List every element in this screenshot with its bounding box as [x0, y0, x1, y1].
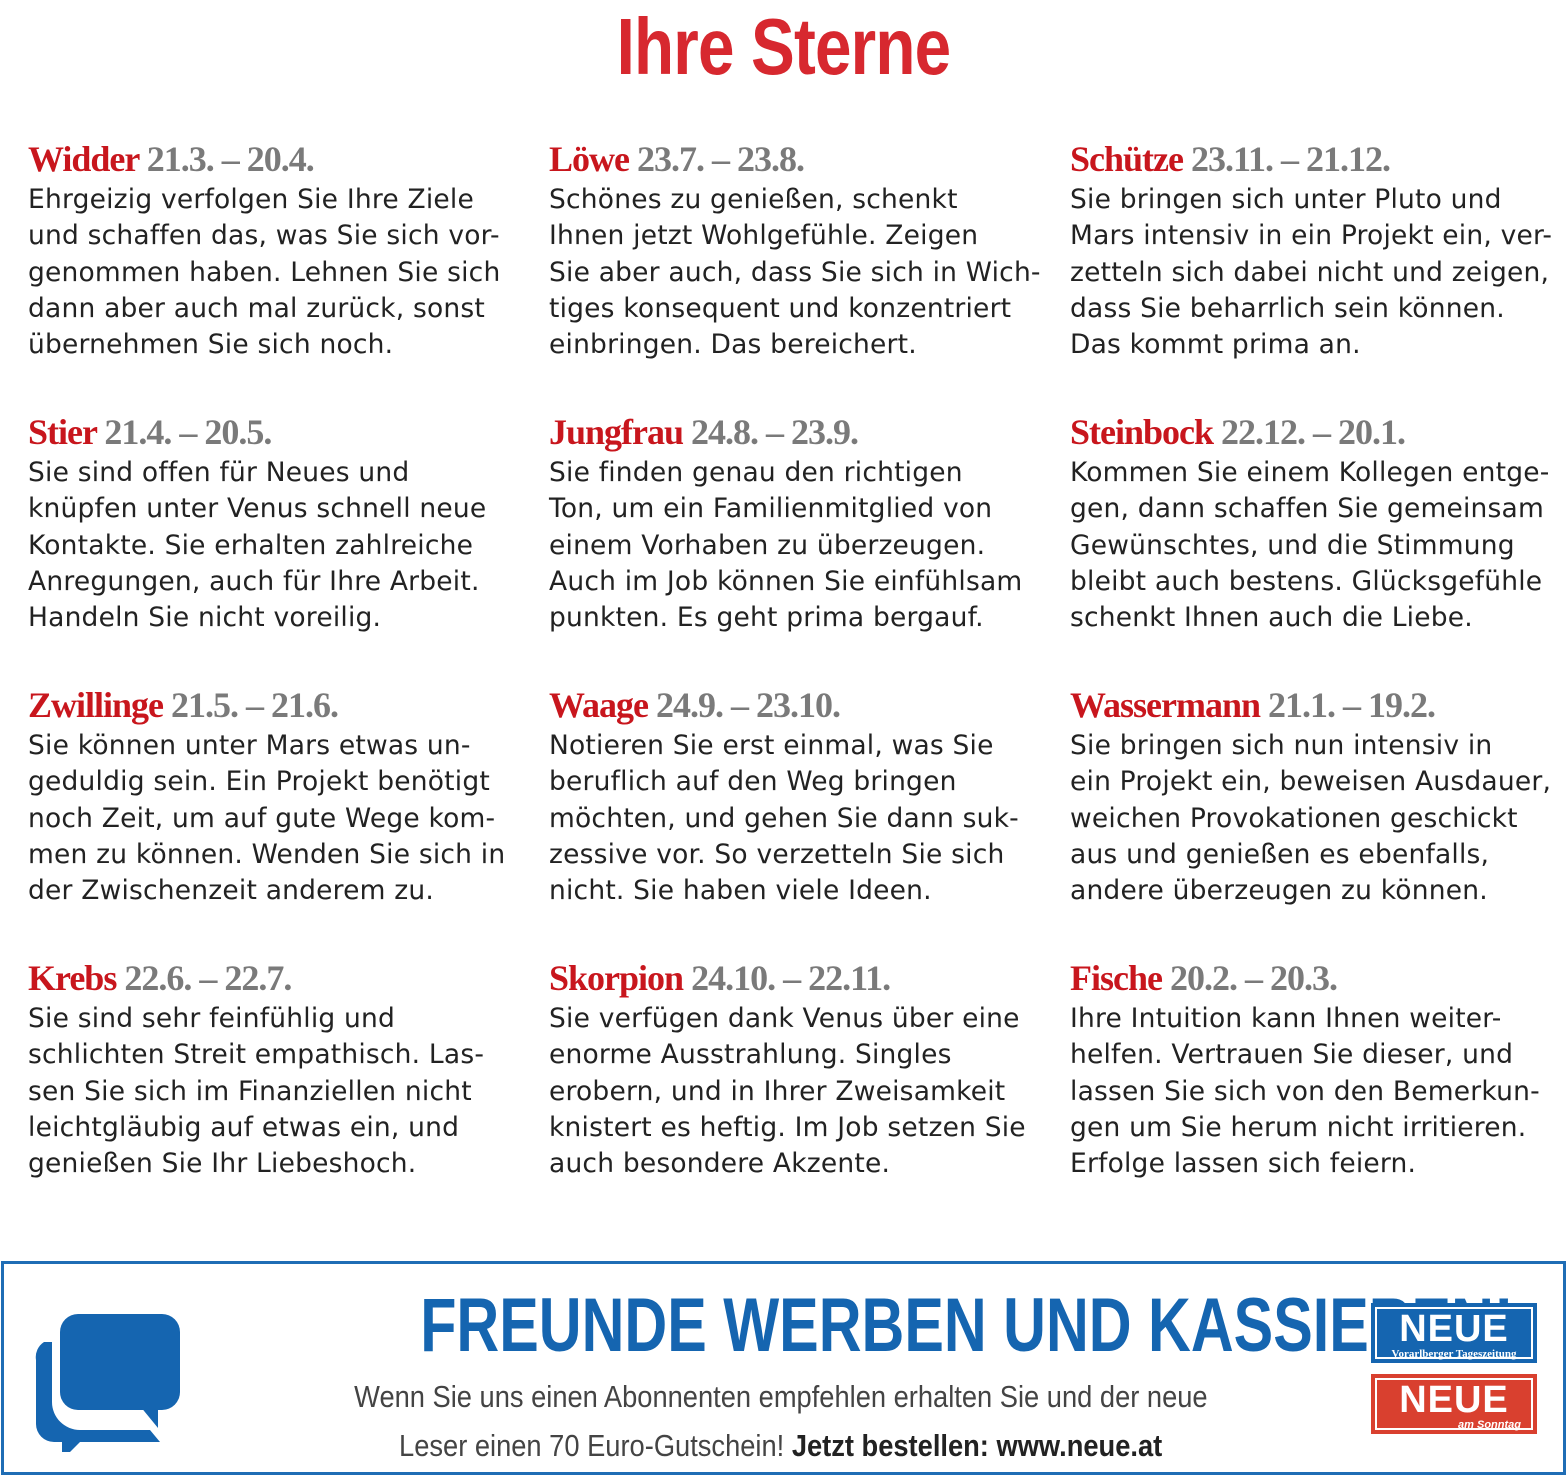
sign-heading: Widder 21.3. – 20.4. [28, 136, 549, 182]
sign-heading: Waage 24.9. – 23.10. [549, 682, 1070, 728]
neue-vorarlberger-logo: NEUE Vorarlberger Tageszeitung [1371, 1303, 1537, 1363]
sign-dates: 21.3. – 20.4. [146, 139, 315, 179]
sign-name: Krebs [28, 958, 117, 998]
sign-dates: 20.2. – 20.3. [1169, 958, 1338, 998]
horoscope-schütze: Schütze 23.11. – 21.12. Sie bringen sich … [1070, 136, 1567, 409]
sign-dates: 24.10. – 22.11. [691, 958, 891, 998]
sign-name: Schütze [1070, 139, 1184, 179]
horoscope-jungfrau: Jungfrau 24.8. – 23.9. Sie finden genau d… [549, 409, 1070, 682]
horoscope-wassermann: Wassermann 21.1. – 19.2. Sie bringen sich… [1070, 682, 1567, 955]
page-title: Ihre Sterne [616, 2, 952, 91]
sign-text: Sie sind sehr feinfühlig und schlichten … [28, 1003, 485, 1180]
sign-text: Notieren Sie erst einmal, was Sie berufl… [549, 730, 1019, 907]
sign-heading: Jungfrau 24.8. – 23.9. [549, 409, 1070, 455]
sign-name: Widder [28, 139, 140, 179]
sign-heading: Stier 21.4. – 20.5. [28, 409, 549, 455]
horoscope-steinbock: Steinbock 22.12. – 20.1. Kommen Sie einem… [1070, 409, 1567, 682]
sign-name: Waage [549, 685, 649, 725]
sign-text: Ihre Intuition kann Ihnen weiter- helfen… [1070, 1003, 1540, 1180]
sign-dates: 23.7. – 23.8. [637, 139, 805, 179]
sign-name: Steinbock [1070, 412, 1214, 452]
sign-heading: Fische 20.2. – 20.3. [1070, 955, 1567, 1001]
sign-name: Stier [28, 412, 97, 452]
sign-name: Wassermann [1070, 685, 1261, 725]
neue-am-sonntag-logo: NEUE am Sonntag [1371, 1374, 1537, 1434]
sign-text: Sie bringen sich nun intensiv in ein Pro… [1070, 730, 1552, 907]
ad-text: Wenn Sie uns einen Abonnenten empfehlen … [266, 1372, 1296, 1470]
ad-line-1: Wenn Sie uns einen Abonnenten empfehlen … [354, 1379, 1208, 1414]
chat-bubbles-icon [35, 1314, 180, 1452]
sign-text: Kommen Sie einem Kollegen entge- gen, da… [1070, 457, 1550, 634]
sign-heading: Wassermann 21.1. – 19.2. [1070, 682, 1567, 728]
horoscope-grid: Widder 21.3. – 20.4. Ehrgeizig verfolgen … [28, 136, 1567, 1228]
sign-dates: 22.6. – 22.7. [124, 958, 292, 998]
sign-dates: 23.11. – 21.12. [1191, 139, 1391, 179]
sign-dates: 21.5. – 21.6. [171, 685, 339, 725]
horoscope-krebs: Krebs 22.6. – 22.7. Sie sind sehr feinfüh… [28, 955, 549, 1228]
horoscope-skorpion: Skorpion 24.10. – 22.11. Sie verfügen dan… [549, 955, 1070, 1228]
horoscope-fische: Fische 20.2. – 20.3. Ihre Intuition kann … [1070, 955, 1567, 1228]
ad-headline: FREUNDE WERBEN UND KASSIEREN! [420, 1283, 1514, 1368]
horoscope-zwillinge: Zwillinge 21.5. – 21.6. Sie können unter … [28, 682, 549, 955]
ad-line-2: Leser einen 70 Euro-Gutschein! [399, 1428, 785, 1463]
sign-text: Sie können unter Mars etwas un- geduldig… [28, 730, 506, 907]
advertisement[interactable]: FREUNDE WERBEN UND KASSIEREN! Wenn Sie u… [1, 1261, 1566, 1475]
horoscope-löwe: Löwe 23.7. – 23.8. Schönes zu genießen, s… [549, 136, 1070, 409]
sign-dates: 21.4. – 20.5. [104, 412, 272, 452]
sign-heading: Steinbock 22.12. – 20.1. [1070, 409, 1567, 455]
sign-dates: 22.12. – 20.1. [1221, 412, 1406, 452]
sign-text: Sie bringen sich unter Pluto und Mars in… [1070, 184, 1553, 361]
sign-name: Skorpion [549, 958, 684, 998]
sign-text: Schönes zu genießen, schenkt Ihnen jetzt… [549, 184, 1041, 361]
sign-heading: Schütze 23.11. – 21.12. [1070, 136, 1567, 182]
sign-dates: 21.1. – 19.2. [1268, 685, 1436, 725]
horoscope-waage: Waage 24.9. – 23.10. Notieren Sie erst ei… [549, 682, 1070, 955]
sign-heading: Krebs 22.6. – 22.7. [28, 955, 549, 1001]
sign-name: Jungfrau [549, 412, 684, 452]
sign-text: Ehrgeizig verfolgen Sie Ihre Ziele und s… [28, 184, 501, 361]
sign-dates: 24.9. – 23.10. [656, 685, 841, 725]
sign-name: Zwillinge [28, 685, 164, 725]
sign-text: Sie sind offen für Neues und knüpfen unt… [28, 457, 487, 634]
sign-heading: Skorpion 24.10. – 22.11. [549, 955, 1070, 1001]
sign-name: Löwe [549, 139, 630, 179]
sign-name: Fische [1070, 958, 1163, 998]
sign-dates: 24.8. – 23.9. [691, 412, 859, 452]
sign-text: Sie verfügen dank Venus über eine enorme… [549, 1003, 1026, 1180]
sign-heading: Zwillinge 21.5. – 21.6. [28, 682, 549, 728]
horoscope-widder: Widder 21.3. – 20.4. Ehrgeizig verfolgen … [28, 136, 549, 409]
sign-text: Sie finden genau den richtigen Ton, um e… [549, 457, 1023, 634]
ad-cta-link[interactable]: Jetzt bestellen: www.neue.at [792, 1428, 1163, 1463]
sign-heading: Löwe 23.7. – 23.8. [549, 136, 1070, 182]
horoscope-stier: Stier 21.4. – 20.5. Sie sind offen für Ne… [28, 409, 549, 682]
